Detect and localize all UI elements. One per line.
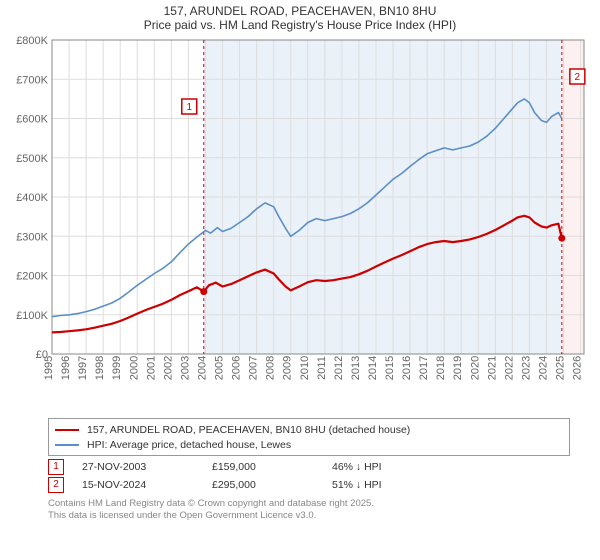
chart-area: £0£100K£200K£300K£400K£500K£600K£700K£80… <box>10 34 590 414</box>
marker-price: £295,000 <box>212 479 332 491</box>
svg-text:2001: 2001 <box>145 356 157 380</box>
attribution-line-2: This data is licensed under the Open Gov… <box>48 510 570 522</box>
legend-swatch-1 <box>55 444 79 446</box>
marker-price: £159,000 <box>212 461 332 473</box>
svg-text:2003: 2003 <box>179 356 191 380</box>
marker-row: 1 27-NOV-2003 £159,000 46% ↓ HPI <box>48 458 570 476</box>
attribution: Contains HM Land Registry data © Crown c… <box>48 498 570 523</box>
svg-text:2016: 2016 <box>401 356 413 380</box>
svg-text:2: 2 <box>575 72 581 83</box>
legend-label-0: 157, ARUNDEL ROAD, PEACEHAVEN, BN10 8HU … <box>87 424 410 436</box>
attribution-line-1: Contains HM Land Registry data © Crown c… <box>48 498 570 510</box>
svg-text:1997: 1997 <box>77 356 89 380</box>
svg-text:2005: 2005 <box>214 356 226 380</box>
legend-row: HPI: Average price, detached house, Lewe… <box>55 437 563 452</box>
legend-swatch-0 <box>55 429 79 431</box>
svg-text:2015: 2015 <box>384 356 396 380</box>
legend-label-1: HPI: Average price, detached house, Lewe… <box>87 439 291 451</box>
svg-text:£600K: £600K <box>16 114 48 126</box>
svg-text:2018: 2018 <box>435 356 447 380</box>
svg-text:£300K: £300K <box>16 231 48 243</box>
title-line-1: 157, ARUNDEL ROAD, PEACEHAVEN, BN10 8HU <box>0 4 600 18</box>
chart-title: 157, ARUNDEL ROAD, PEACEHAVEN, BN10 8HU … <box>0 0 600 34</box>
svg-text:2019: 2019 <box>452 356 464 380</box>
svg-text:£700K: £700K <box>16 74 48 86</box>
svg-text:2011: 2011 <box>316 356 328 380</box>
svg-text:2002: 2002 <box>162 356 174 380</box>
svg-text:2004: 2004 <box>196 356 208 380</box>
svg-text:1: 1 <box>186 102 192 113</box>
svg-text:2022: 2022 <box>503 356 515 380</box>
svg-text:1999: 1999 <box>111 356 123 380</box>
svg-text:2000: 2000 <box>128 356 140 380</box>
marker-table: 1 27-NOV-2003 £159,000 46% ↓ HPI 2 15-NO… <box>48 458 570 494</box>
legend: 157, ARUNDEL ROAD, PEACEHAVEN, BN10 8HU … <box>48 418 570 456</box>
svg-text:2009: 2009 <box>282 356 294 380</box>
svg-text:2013: 2013 <box>350 356 362 380</box>
marker-badge-2: 2 <box>48 477 64 493</box>
marker-date: 15-NOV-2024 <box>82 479 212 491</box>
svg-text:£100K: £100K <box>16 310 48 322</box>
svg-text:1996: 1996 <box>60 356 72 380</box>
svg-text:2025: 2025 <box>555 356 567 380</box>
svg-text:2007: 2007 <box>248 356 260 380</box>
svg-text:2008: 2008 <box>265 356 277 380</box>
marker-row: 2 15-NOV-2024 £295,000 51% ↓ HPI <box>48 476 570 494</box>
svg-text:2014: 2014 <box>367 356 379 380</box>
svg-text:2017: 2017 <box>418 356 430 380</box>
svg-text:2023: 2023 <box>520 356 532 380</box>
svg-text:£800K: £800K <box>16 35 48 47</box>
chart-svg: £0£100K£200K£300K£400K£500K£600K£700K£80… <box>10 34 590 414</box>
title-line-2: Price paid vs. HM Land Registry's House … <box>0 18 600 32</box>
marker-date: 27-NOV-2003 <box>82 461 212 473</box>
svg-text:£500K: £500K <box>16 153 48 165</box>
svg-text:£400K: £400K <box>16 192 48 204</box>
marker-badge-1: 1 <box>48 459 64 475</box>
svg-text:2026: 2026 <box>572 356 584 380</box>
svg-text:2012: 2012 <box>333 356 345 380</box>
marker-pct: 51% ↓ HPI <box>332 479 452 491</box>
svg-text:1995: 1995 <box>43 356 55 380</box>
svg-text:2024: 2024 <box>537 356 549 380</box>
svg-text:2021: 2021 <box>486 356 498 380</box>
legend-row: 157, ARUNDEL ROAD, PEACEHAVEN, BN10 8HU … <box>55 422 563 437</box>
svg-text:2010: 2010 <box>299 356 311 380</box>
svg-text:1998: 1998 <box>94 356 106 380</box>
svg-text:£200K: £200K <box>16 271 48 283</box>
svg-text:2006: 2006 <box>231 356 243 380</box>
svg-text:2020: 2020 <box>469 356 481 380</box>
marker-pct: 46% ↓ HPI <box>332 461 452 473</box>
